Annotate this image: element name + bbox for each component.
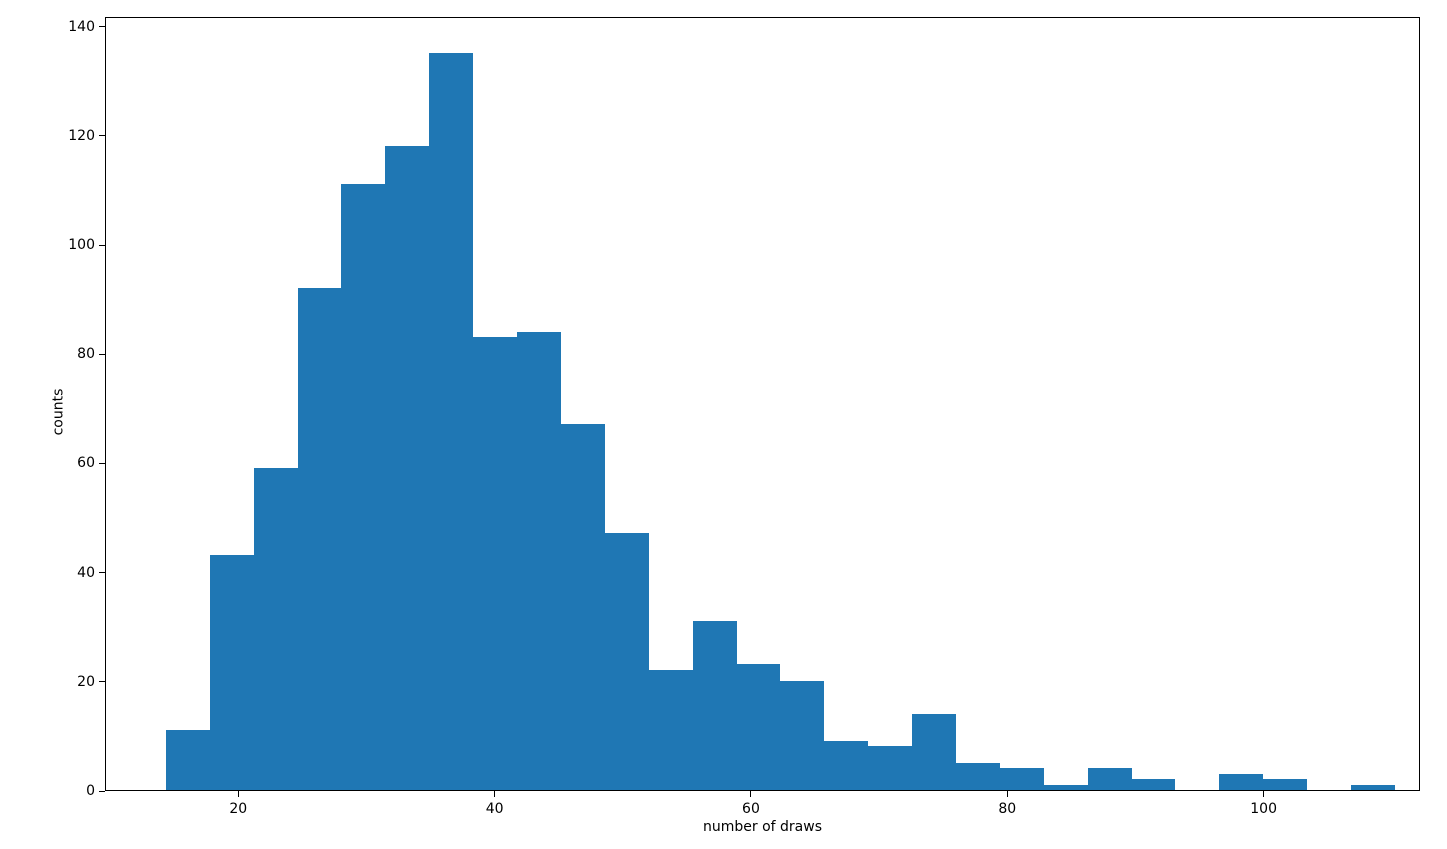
histogram-bar [912, 714, 956, 790]
y-tick-mark [99, 463, 105, 464]
y-tick-mark [99, 135, 105, 136]
y-tick-label: 0 [86, 783, 95, 799]
y-tick-label: 60 [77, 455, 95, 471]
histogram-bar [561, 424, 605, 790]
y-tick-label: 20 [77, 674, 95, 690]
histogram-bar [1000, 768, 1044, 790]
x-tick-label: 80 [998, 801, 1016, 817]
histogram-bar [824, 741, 868, 790]
x-tick-mark [494, 791, 495, 797]
histogram-bar [1088, 768, 1132, 790]
histogram-bars [106, 18, 1419, 790]
y-tick-label: 100 [68, 237, 95, 253]
histogram-bar [1132, 779, 1176, 790]
x-tick-label: 40 [486, 801, 504, 817]
y-tick-mark [99, 572, 105, 573]
y-tick-mark [99, 26, 105, 27]
x-tick-mark [238, 791, 239, 797]
y-axis-label: counts [50, 389, 66, 436]
histogram-bar [649, 670, 693, 790]
histogram-bar [1044, 785, 1088, 790]
x-tick-mark [750, 791, 751, 797]
x-axis-label: number of draws [703, 819, 822, 835]
chart-plot-area [105, 17, 1420, 791]
histogram-bar [254, 468, 298, 790]
histogram-bar [210, 555, 254, 790]
histogram-bar [1351, 785, 1395, 790]
histogram-bar [429, 53, 473, 790]
y-tick-mark [99, 791, 105, 792]
y-tick-label: 40 [77, 565, 95, 581]
histogram-bar [780, 681, 824, 790]
y-tick-label: 120 [68, 128, 95, 144]
histogram-bar [473, 337, 517, 790]
histogram-bar [166, 730, 210, 790]
y-tick-mark [99, 245, 105, 246]
y-tick-label: 80 [77, 346, 95, 362]
histogram-bar [605, 533, 649, 790]
histogram-bar [956, 763, 1000, 790]
x-tick-label: 60 [742, 801, 760, 817]
x-tick-mark [1263, 791, 1264, 797]
histogram-bar [1263, 779, 1307, 790]
histogram-bar [298, 288, 342, 790]
y-tick-mark [99, 681, 105, 682]
histogram-bar [693, 621, 737, 790]
x-tick-label: 100 [1250, 801, 1277, 817]
histogram-bar [868, 746, 912, 790]
y-tick-mark [99, 354, 105, 355]
histogram-bar [737, 664, 781, 790]
histogram-bar [1219, 774, 1263, 790]
x-tick-mark [1007, 791, 1008, 797]
histogram-bar [517, 332, 561, 791]
x-tick-label: 20 [229, 801, 247, 817]
y-tick-label: 140 [68, 19, 95, 35]
histogram-bar [341, 184, 385, 790]
histogram-bar [385, 146, 429, 790]
